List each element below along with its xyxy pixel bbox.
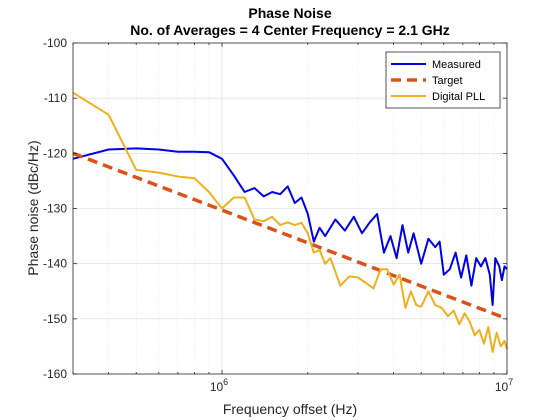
y-tick-label: -150 [43,312,67,326]
legend-label-digital-pll: Digital PLL [432,91,485,103]
y-tick-label: -110 [44,91,67,105]
legend-label-measured: Measured [432,59,481,71]
series-line-digital-pll [72,91,508,353]
y-tick-label: -120 [43,146,67,160]
y-tick-label: -130 [43,202,67,216]
y-tick-label: -100 [43,36,67,50]
chart-title: Phase Noise [248,5,331,21]
legend-label-target: Target [432,75,463,87]
labels: Phase Noise No. of Averages = 4 Center F… [25,5,450,417]
chart-subtitle: No. of Averages = 4 Center Frequency = 2… [130,22,450,38]
y-axis-label: Phase noise (dBc/Hz) [25,140,41,275]
series-line-target [72,151,508,321]
x-axis-label: Frequency offset (Hz) [223,401,357,417]
series-layer [72,91,508,353]
x-tick-label: 107 [495,377,513,394]
y-tick-label: -160 [43,367,67,381]
legend-box [385,51,501,109]
legend: Measured Target Digital PLL [385,51,501,109]
series-line-measured [72,147,508,306]
y-tick-label: -140 [43,257,67,271]
ticks: -160 -150 -140 -130 -120 -110 -100 106 107 [43,36,513,394]
x-tick-label: 106 [210,377,228,394]
